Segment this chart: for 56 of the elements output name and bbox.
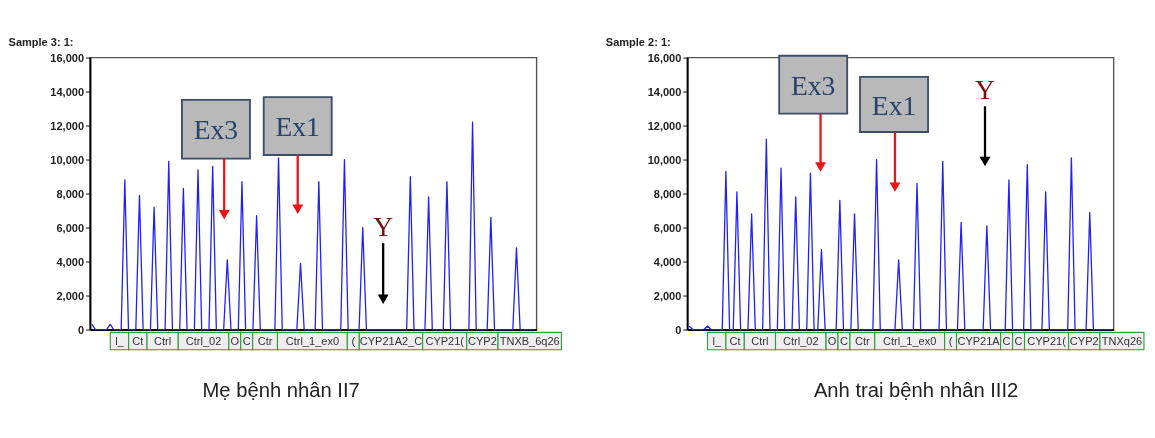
text: C [1014, 335, 1023, 348]
annotation: Ex1 [275, 111, 320, 143]
annotation: Ex1 [871, 89, 917, 121]
y-tick-label: 8,000 [653, 187, 682, 200]
y-tick-label: 16,000 [50, 51, 85, 64]
y-tick-label: 10,000 [50, 153, 85, 166]
text: TNXB_6q26 [499, 335, 560, 348]
annotation: Y [975, 73, 996, 105]
text: Ctrl_02 [185, 335, 222, 348]
y-tick-label: 6,000 [653, 221, 682, 234]
text: C [242, 335, 251, 348]
chart-title: Sample 3: 1: [8, 35, 74, 48]
chart-title: Sample 2: 1: [605, 35, 671, 48]
annotation: Ex3 [791, 69, 836, 101]
text: Ctr [855, 335, 871, 348]
text: Ctrl_02 [783, 335, 819, 348]
y-tick-label: 2,000 [653, 289, 682, 302]
annotation: Y [373, 210, 394, 242]
text: CYP21A [957, 335, 1001, 348]
text: CYP2 [468, 335, 497, 348]
text: Ct [729, 335, 741, 348]
y-tick-label: 14,000 [50, 85, 85, 98]
y-tick-label: 4,000 [56, 255, 85, 268]
y-tick-label: 4,000 [653, 255, 682, 268]
y-tick-label: 8,000 [56, 187, 85, 200]
text: Ctrl_1_ex0 [285, 335, 340, 348]
text: CYP21( [1027, 335, 1067, 348]
y-tick-label: 16,000 [647, 51, 682, 64]
text: C [839, 335, 848, 348]
text: ( [948, 335, 953, 348]
text: l_ [712, 335, 722, 348]
text: Ctrl_1_ex0 [883, 335, 937, 348]
text: TNXq26 [1101, 335, 1143, 348]
y-tick-label: 0 [77, 323, 85, 336]
text: Ctrl [751, 335, 769, 348]
text: Ct [132, 335, 144, 348]
text: C [1002, 335, 1011, 348]
text: Mẹ bệnh nhân II7 [202, 378, 360, 401]
text: O [827, 335, 837, 348]
text: Ctrl [154, 335, 172, 348]
y-tick-label: 0 [675, 323, 682, 336]
text: CYP21( [425, 335, 465, 348]
y-tick-label: 2,000 [56, 289, 85, 302]
text: ( [351, 335, 356, 348]
y-tick-label: 10,000 [647, 153, 682, 166]
y-tick-label: 12,000 [647, 119, 682, 132]
text: CYP2 [1069, 335, 1099, 348]
text: CYP21A2_C [359, 335, 423, 348]
text: Anh trai bệnh nhân III2 [813, 378, 1019, 401]
y-tick-label: 12,000 [50, 119, 85, 132]
text: l_ [115, 335, 125, 348]
y-tick-label: 6,000 [56, 221, 85, 234]
annotation: Ex3 [193, 114, 239, 146]
text: O [230, 335, 240, 348]
y-tick-label: 14,000 [647, 85, 682, 98]
text: Ctr [257, 335, 273, 348]
